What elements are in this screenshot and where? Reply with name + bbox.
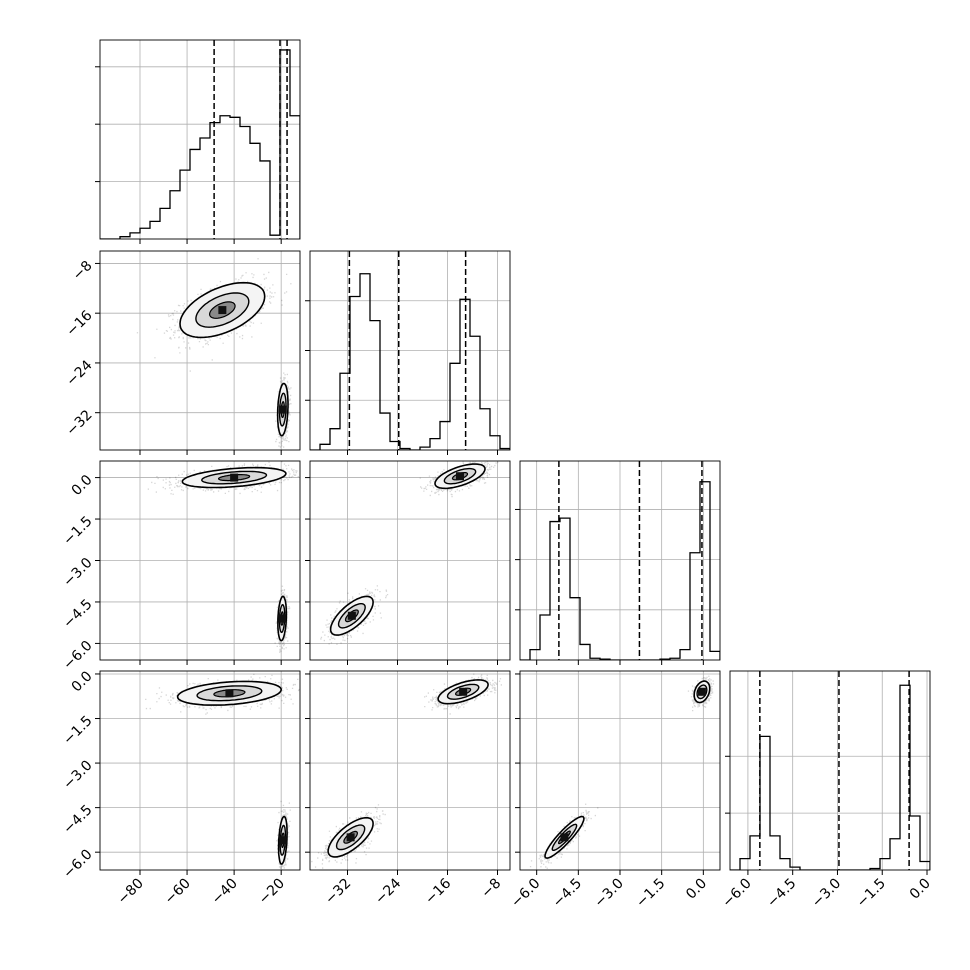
xtick-label-2-0: −6.0 — [508, 876, 543, 911]
pair-frame-0-3 — [99, 670, 301, 871]
hist-steps-2 — [520, 481, 720, 660]
xtick-label-1-2: −16 — [422, 875, 454, 907]
pair-panel-2-3 — [519, 670, 721, 871]
ytick-label-1-0: −32 — [63, 407, 95, 439]
xtick-label-2-1: −4.5 — [550, 876, 585, 911]
xtick-label-1-0: −32 — [322, 876, 354, 908]
pair-panel-0-2 — [99, 460, 301, 661]
density-peak-1-2-0 — [456, 472, 464, 481]
ytick-label-1-3: −8 — [70, 258, 96, 284]
xtick-label-2-4: 0.0 — [683, 876, 710, 903]
pair-panel-0-1 — [99, 250, 301, 451]
hist-panel-0 — [95, 39, 301, 240]
ytick-label-2-3: −1.5 — [60, 513, 95, 548]
ytick-label-1-2: −16 — [63, 307, 95, 339]
density-peak-0-1-1 — [278, 405, 287, 414]
xtick-label-0-3: −20 — [256, 876, 288, 908]
density-peak-0-1-0 — [218, 306, 227, 315]
ytick-label-3-1: −4.5 — [60, 802, 95, 837]
ytick-label-2-0: −6.0 — [60, 638, 95, 673]
density-peak-0-3-0 — [225, 689, 234, 698]
hist-steps-3 — [730, 684, 930, 870]
xtick-label-3-0: −6.0 — [719, 876, 754, 911]
xtick-label-2-2: −3.0 — [591, 876, 626, 911]
hist-steps-1 — [310, 273, 510, 450]
hist-frame-1 — [309, 250, 511, 451]
density-peak-0-2-0 — [230, 473, 239, 482]
ytick-label-1-1: −24 — [63, 357, 95, 389]
xtick-label-0-1: −60 — [162, 876, 194, 908]
density-peak-0-2-1 — [278, 614, 287, 623]
hist-panel-3 — [725, 670, 931, 871]
hist-steps-0 — [100, 49, 300, 239]
xtick-label-0-0: −80 — [115, 876, 147, 908]
sample-points-0-2 — [147, 461, 300, 653]
xtick-label-0-2: −40 — [209, 876, 241, 908]
pair-panel-0-3 — [99, 670, 301, 871]
ytick-label-3-4: 0.0 — [69, 668, 96, 695]
density-peak-1-3-1 — [346, 833, 355, 842]
sample-points-0-1 — [136, 258, 292, 448]
pair-frame-1-3 — [309, 670, 511, 871]
density-peak-0-3-1 — [278, 836, 287, 845]
pair-panel-1-2 — [309, 460, 511, 661]
hist-frame-3 — [729, 670, 931, 871]
ytick-label-2-2: −3.0 — [60, 555, 95, 590]
hist-panel-1 — [305, 250, 511, 451]
density-peak-2-3-0 — [697, 687, 706, 696]
pair-panel-1-3 — [309, 670, 511, 871]
hist-frame-0 — [99, 39, 301, 240]
pair-frame-0-1 — [99, 250, 301, 451]
hist-panel-2 — [515, 460, 721, 661]
ytick-label-2-4: 0.0 — [69, 472, 96, 499]
ytick-label-3-2: −3.0 — [60, 757, 95, 792]
density-peak-1-2-1 — [347, 611, 356, 620]
xtick-label-1-1: −24 — [372, 875, 404, 907]
density-peak-1-3-0 — [459, 687, 468, 696]
ytick-label-2-1: −4.5 — [60, 596, 95, 631]
ytick-label-3-3: −1.5 — [60, 713, 95, 748]
xtick-label-2-3: −1.5 — [633, 876, 668, 911]
xtick-label-3-1: −4.5 — [764, 876, 799, 911]
xtick-label-3-2: −3.0 — [809, 876, 844, 911]
ytick-label-3-0: −6.0 — [60, 847, 95, 882]
xtick-label-3-4: 0.0 — [907, 876, 934, 903]
xtick-label-3-3: −1.5 — [854, 876, 889, 911]
density-peak-2-3-1 — [560, 833, 569, 842]
xtick-label-1-3: −8 — [478, 876, 504, 902]
